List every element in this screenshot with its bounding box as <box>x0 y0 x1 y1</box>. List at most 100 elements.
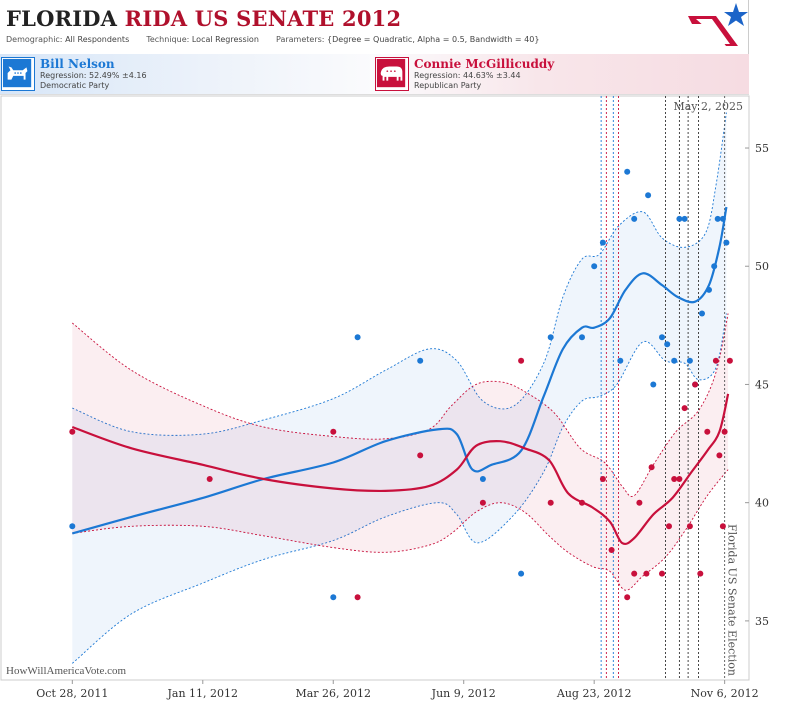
header: FLORIDA RIDA US SENATE 2012 Demographic:… <box>0 0 749 54</box>
poll-point <box>723 239 730 246</box>
demographic-value[interactable]: All Respondents <box>65 35 130 44</box>
y-tick-label: 50 <box>755 260 769 273</box>
poll-point <box>699 310 705 317</box>
plot-frame <box>0 95 750 681</box>
poll-point <box>479 499 486 506</box>
poll-point <box>617 357 624 364</box>
candidate-bar: Bill Nelson Regression: 52.49% ±4.16 Dem… <box>0 54 749 95</box>
poll-point <box>645 192 652 199</box>
trend-line-0 <box>72 206 728 535</box>
candidate-party: Republican Party <box>414 81 482 90</box>
y-tick-label: 40 <box>755 497 769 510</box>
poll-point <box>417 357 424 364</box>
poll-point <box>719 215 726 222</box>
poll-point <box>659 334 665 341</box>
poll-point <box>650 381 657 388</box>
star-icon <box>724 3 748 26</box>
parameters-value[interactable]: {Degree = Quadratic, Alpha = 0.5, Bandwi… <box>327 35 540 44</box>
election-label: Florida US Senate Election <box>726 524 739 676</box>
poll-point <box>354 334 361 341</box>
poll-point <box>726 357 733 364</box>
poll-point <box>686 523 693 530</box>
poll-point <box>671 357 678 364</box>
poll-point <box>721 428 728 435</box>
poll-point <box>706 286 712 293</box>
x-tick-label: Aug 23, 2012 <box>556 687 632 700</box>
poll-point <box>681 405 688 412</box>
poll-point <box>518 570 525 577</box>
y-tick-label: 45 <box>755 378 769 391</box>
site-logo[interactable] <box>686 2 748 50</box>
candidate-regression: Regression: 44.63% ±3.44 <box>414 71 521 80</box>
title-state: FLORIDA <box>6 6 118 31</box>
poll-point <box>518 357 525 364</box>
candidate-name: Connie McGillicuddy <box>414 57 555 71</box>
upper-bound-line-0 <box>72 112 727 436</box>
poll-point <box>692 381 699 388</box>
poll-point <box>624 594 631 601</box>
x-tick-label: Mar 26, 2012 <box>295 687 371 700</box>
poll-point <box>631 570 638 577</box>
poll-point <box>579 334 585 341</box>
x-tick-label: Nov 6, 2012 <box>691 687 759 700</box>
poll-point <box>676 215 683 222</box>
poll-point <box>636 499 643 506</box>
title-race: RIDA US SENATE 2012 <box>124 6 402 31</box>
poll-point <box>547 499 554 506</box>
poll-point <box>69 523 76 530</box>
poll-point <box>676 476 683 482</box>
x-tick-label: Jun 9, 2012 <box>431 687 496 700</box>
poll-point <box>714 215 721 222</box>
poll-point <box>624 168 631 175</box>
page-title: FLORIDA RIDA US SENATE 2012 <box>6 6 401 31</box>
poll-point <box>599 476 606 482</box>
candidate-name: Bill Nelson <box>40 57 115 71</box>
parameters-label: Parameters: <box>276 35 325 44</box>
donkey-icon <box>1 57 35 91</box>
poll-point <box>206 476 213 482</box>
technique-value[interactable]: Local Regression <box>191 35 259 44</box>
poll-point <box>711 263 718 270</box>
technique-label: Technique: <box>146 35 190 44</box>
poll-point <box>666 523 672 530</box>
poll-point <box>719 523 726 530</box>
lower-bound-line-0 <box>72 313 727 664</box>
poll-point <box>712 357 719 364</box>
poll-point <box>681 215 688 222</box>
poll-point <box>671 476 678 482</box>
poll-point <box>417 452 424 459</box>
candidate-regression: Regression: 52.49% ±4.16 <box>40 71 147 80</box>
x-tick-label: Oct 28, 2011 <box>36 687 108 700</box>
parameters-line: Demographic: All Respondents Technique: … <box>6 35 539 44</box>
poll-point <box>648 464 655 471</box>
elephant-icon <box>375 57 409 91</box>
confidence-band-1 <box>72 313 729 591</box>
poll-point <box>643 570 650 577</box>
watermark: HowWillAmericaVote.com <box>6 665 126 677</box>
date-marker-label: May 2, 2025 <box>673 100 743 113</box>
poll-point <box>599 239 606 246</box>
poll-chart: Oct 28, 2011 Jan 11, 2012 Mar 26, 2012 Jun … <box>0 95 769 700</box>
poll-point <box>631 215 638 222</box>
poll-point <box>579 499 585 506</box>
poll-point <box>591 263 598 270</box>
poll-point <box>354 594 361 601</box>
poll-point <box>608 547 615 553</box>
logo-white-stripe <box>696 19 730 44</box>
poll-point <box>547 334 554 341</box>
demographic-label: Demographic: <box>6 35 63 44</box>
trend-line-1 <box>71 393 730 546</box>
lower-bound-line-1 <box>72 469 729 591</box>
poll-point <box>69 428 76 435</box>
poll-point <box>704 428 711 435</box>
confidence-band-0 <box>72 112 727 664</box>
poll-point <box>330 428 337 435</box>
poll-point <box>330 594 337 601</box>
x-tick-label: Jan 11, 2012 <box>167 687 239 700</box>
poll-point <box>697 570 704 577</box>
candidate-party: Democratic Party <box>40 81 110 90</box>
poll-point <box>659 570 665 577</box>
poll-point <box>664 341 671 348</box>
poll-point <box>716 452 723 459</box>
upper-bound-line-1 <box>72 313 729 497</box>
